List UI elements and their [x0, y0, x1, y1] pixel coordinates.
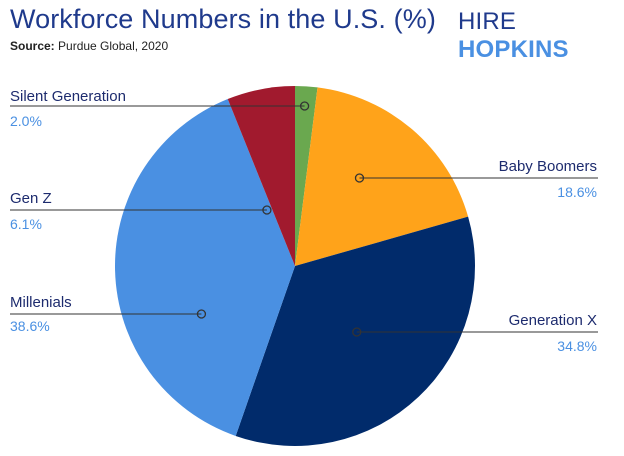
- slice-value-label: 6.1%: [10, 216, 42, 232]
- slice-value-label: 38.6%: [10, 318, 50, 334]
- pie-slice-generation-x: [235, 216, 476, 446]
- slice-value-label: 18.6%: [557, 184, 597, 200]
- slice-label: Gen Z: [10, 190, 52, 207]
- leader-dot: [354, 173, 365, 183]
- slice-label: Baby Boomers: [499, 158, 597, 175]
- pie-slice-silent-generation: [295, 86, 318, 266]
- chart-title: Workforce Numbers in the U.S. (%): [10, 4, 436, 34]
- pie-slice-gen-z: [227, 86, 295, 266]
- slice-value-label: 34.8%: [557, 338, 597, 354]
- logo-part1: HIRE: [458, 8, 517, 35]
- pie-slice-baby-boomers: [295, 87, 469, 266]
- source-line: Source: Purdue Global, 2020: [10, 39, 168, 53]
- slice-label: Millenials: [10, 294, 72, 311]
- slice-label: Silent Generation: [10, 88, 126, 105]
- pie-slice-millenials: [115, 99, 295, 436]
- leader-dot: [352, 327, 362, 337]
- pie-slices: [115, 86, 476, 446]
- leader-dot: [299, 101, 310, 111]
- slice-label: Generation X: [509, 312, 597, 329]
- source-text: Purdue Global, 2020: [58, 39, 169, 53]
- leader-dot: [196, 309, 207, 319]
- source-label: Source:: [10, 39, 55, 53]
- brand-logo: HIRE HOPKINS: [458, 8, 624, 64]
- slice-value-label: 2.0%: [10, 113, 42, 129]
- leader-dot: [262, 205, 272, 215]
- pie-labels: Silent Generation 2.0% Baby Boomers 18.6% Ge…: [10, 88, 598, 354]
- logo-part2: HOPKINS: [458, 36, 569, 63]
